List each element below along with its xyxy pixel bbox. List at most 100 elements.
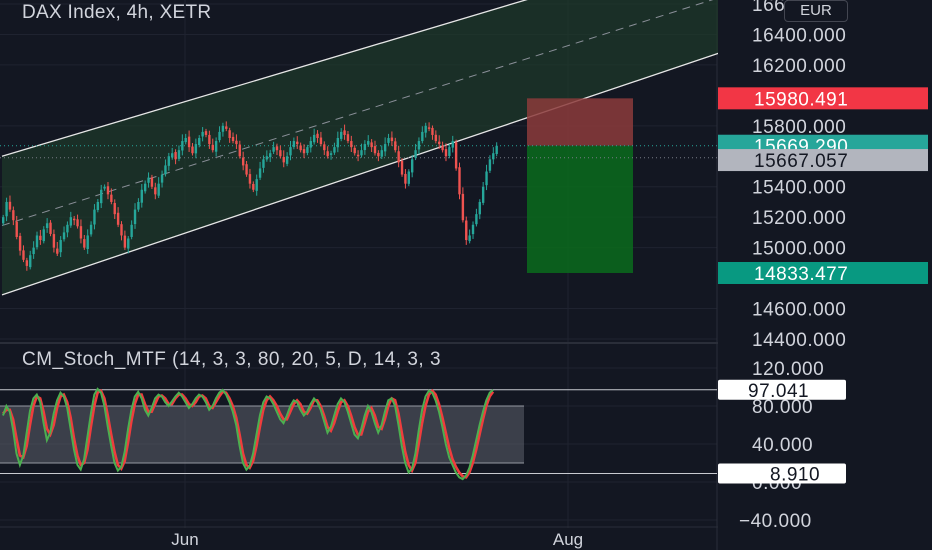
candle-body-14: [49, 222, 52, 234]
candle-body-130: [441, 145, 444, 151]
candle-body-33: [113, 203, 116, 215]
candle-body-75: [255, 179, 258, 191]
candle-body-128: [434, 134, 438, 142]
candle-body-125: [424, 125, 427, 133]
candle-body-60: [204, 131, 208, 135]
price-tick-label-6: 15000.000: [752, 239, 846, 260]
candle-body-131: [444, 149, 448, 157]
candle-body-89: [302, 149, 306, 154]
candle-body-1: [5, 201, 8, 217]
candle-body-20: [69, 217, 72, 226]
candle-body-94: [319, 137, 323, 145]
candle-body-19: [66, 224, 69, 233]
short-position-tool[interactable]: [0, 98, 717, 273]
candle-body-63: [214, 141, 218, 152]
candle-body-30: [103, 186, 106, 189]
candle-body-126: [427, 127, 431, 129]
candle-body-104: [353, 147, 356, 154]
candle-body-81: [275, 146, 279, 151]
channel-midline: [1, 0, 714, 227]
candle-body-45: [154, 187, 157, 195]
candle-body-64: [218, 131, 221, 141]
candle-body-57: [194, 144, 198, 154]
candle-body-68: [231, 136, 235, 142]
candle-body-74: [252, 183, 255, 190]
currency-button[interactable]: EUR: [784, 0, 848, 22]
candle-body-28: [96, 201, 100, 211]
candle-body-123: [417, 141, 421, 150]
candle-body-61: [208, 134, 211, 145]
stoch-k-line: [2, 387, 494, 481]
candle-body-3: [12, 210, 15, 221]
candle-body-29: [100, 189, 103, 204]
candle-body-135: [458, 167, 461, 195]
candle-body-27: [93, 209, 96, 225]
candle-body-70: [238, 144, 241, 157]
candle-body-121: [410, 159, 414, 173]
candle-body-23: [79, 226, 83, 239]
candle-body-42: [143, 183, 147, 192]
candle-body-18: [62, 232, 66, 240]
candle-body-17: [59, 240, 62, 253]
chart-title: DAX Index, 4h, XETR: [22, 2, 212, 23]
candle-body-92: [312, 134, 316, 143]
candle-body-88: [299, 145, 302, 151]
candle-body-56: [191, 146, 194, 154]
price-badge-label-target: 14833.477: [754, 264, 848, 285]
price-axis[interactable]: 16600.00016400.00016200.00015800.0001540…: [718, 0, 932, 550]
candle-body-26: [89, 224, 93, 235]
stoch-tick-label-2: 40.000: [752, 435, 813, 456]
candle-body-80: [272, 147, 275, 152]
candle-body-133: [451, 141, 454, 148]
price-tick-label-2: 16200.000: [752, 56, 846, 77]
candle-body-55: [187, 136, 191, 148]
candle-body-24: [83, 239, 86, 248]
candle-body-58: [198, 138, 201, 146]
candle-body-44: [150, 177, 154, 187]
channel-lower-line: [1, 41, 754, 296]
candle-body-54: [184, 138, 187, 143]
candle-body-53: [181, 141, 184, 151]
candle-body-4: [15, 221, 18, 237]
price-badge-label-stop: 15980.491: [754, 89, 848, 110]
candle-body-115: [390, 137, 394, 142]
price-badge-label-prev: 15667.057: [754, 151, 848, 172]
candle-body-108: [367, 141, 370, 145]
candle-body-93: [316, 133, 319, 138]
candle-body-6: [22, 250, 25, 260]
stoch-level-badge-0: [718, 379, 846, 400]
candle-body-11: [39, 235, 42, 241]
candle-body-5: [18, 235, 22, 251]
candle-body-78: [265, 156, 269, 160]
candle-body-124: [421, 131, 424, 142]
candle-body-106: [360, 150, 363, 156]
stoch-tick-label-1: 80.000: [752, 397, 813, 418]
candle-body-86: [292, 141, 296, 147]
candle-body-119: [404, 173, 407, 184]
candle-body-127: [431, 127, 434, 135]
price-badge-stop: [718, 87, 928, 110]
candle-body-41: [140, 189, 143, 203]
candle-body-101: [343, 130, 346, 135]
price-tick-label-5: 15200.000: [752, 208, 846, 229]
candle-body-141: [478, 201, 481, 215]
candle-body-65: [221, 125, 225, 132]
candle-body-107: [363, 144, 367, 151]
candle-body-49: [167, 156, 171, 166]
candlestick-series: [2, 121, 498, 271]
candle-body-83: [282, 157, 285, 163]
time-axis[interactable]: Jun Aug: [171, 530, 583, 549]
candle-body-109: [370, 142, 373, 148]
candle-body-72: [245, 164, 248, 175]
stoch-level-badge-1: [718, 463, 846, 484]
candle-body-22: [76, 219, 79, 227]
candle-body-90: [306, 147, 309, 153]
candle-body-15: [52, 234, 56, 248]
candle-body-38: [130, 224, 133, 237]
candle-body-98: [333, 147, 336, 153]
price-tick-label-4: 15400.000: [752, 178, 846, 199]
stoch-tick-label-0: 120.000: [752, 359, 824, 380]
candle-body-8: [29, 255, 32, 268]
stochastic-pane: [0, 387, 717, 481]
